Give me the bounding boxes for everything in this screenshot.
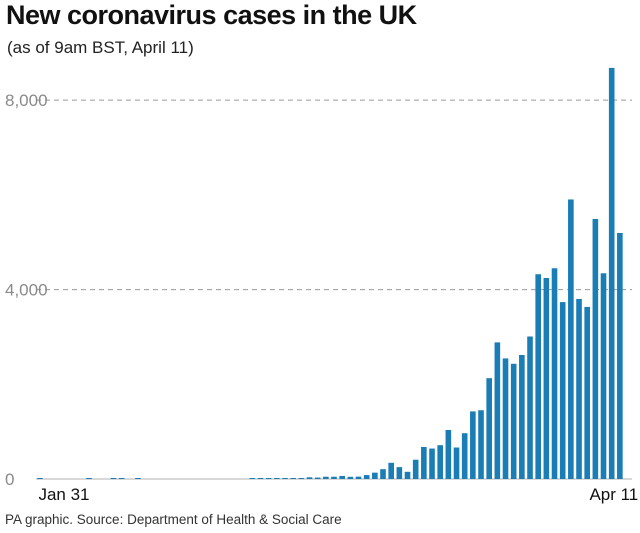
bar-chart: Jan 31Feb 1Feb 2Feb 3Feb 4Feb 5Feb 6Feb … <box>5 67 638 504</box>
bar: Apr 4 <box>559 302 566 479</box>
y-tick-label: 8,000 <box>5 91 48 110</box>
bar: Feb 26 <box>249 478 256 479</box>
bar: Apr 3 <box>551 268 558 479</box>
bar: Apr 7 <box>584 306 590 479</box>
bar: Feb 29 <box>274 478 280 479</box>
bar: Mar 26 <box>486 378 492 479</box>
bar: Mar 22 <box>453 447 460 479</box>
bar: Mar 18 <box>421 446 427 479</box>
bar: Mar 27 <box>494 342 501 479</box>
bar: Mar 9 <box>347 476 354 479</box>
bar: Apr 8 <box>592 218 599 479</box>
bar: Feb 28 <box>265 478 272 479</box>
bar: Feb 27 <box>257 478 264 479</box>
bar: Mar 2 <box>290 478 296 479</box>
bar: Mar 12 <box>372 472 378 479</box>
bar: Apr 5 <box>568 199 574 479</box>
bars: Jan 31Feb 1Feb 2Feb 3Feb 4Feb 5Feb 6Feb … <box>37 67 623 480</box>
y-tick-label: 0 <box>5 470 14 489</box>
bar: Mar 28 <box>502 358 509 479</box>
bar: Mar 25 <box>478 410 484 479</box>
bar: Mar 19 <box>429 448 435 479</box>
bar: Feb 10 <box>118 478 125 479</box>
bar: Mar 14 <box>388 462 394 479</box>
bar: Feb 12 <box>135 478 141 479</box>
bar: Mar 21 <box>445 429 452 479</box>
bar: Jan 31 <box>37 478 43 479</box>
bar: Mar 6 <box>323 476 329 479</box>
bar: Mar 10 <box>355 476 362 479</box>
y-tick-label: 4,000 <box>5 281 48 300</box>
gridlines <box>36 99 632 480</box>
bar: Apr 9 <box>600 273 607 479</box>
bar: Mar 15 <box>396 467 403 479</box>
bar: Mar 1 <box>282 478 288 479</box>
bar: Mar 4 <box>306 477 313 479</box>
bar: Mar 16 <box>404 471 411 479</box>
bar: Mar 29 <box>510 363 517 479</box>
bar: Mar 7 <box>331 476 337 479</box>
bar: Mar 20 <box>437 445 443 479</box>
bar: Feb 9 <box>110 478 117 479</box>
x-tick-label-start: Jan 31 <box>38 485 89 504</box>
bar: Apr 10 <box>608 67 615 480</box>
bar: Mar 24 <box>470 411 476 479</box>
bar: Mar 30 <box>519 354 525 479</box>
source-note: PA graphic. Source: Department of Health… <box>5 512 342 527</box>
bar: Mar 5 <box>314 477 321 479</box>
bar: Mar 13 <box>380 469 386 479</box>
bar: Apr 2 <box>543 278 550 479</box>
x-tick-label-end: Apr 11 <box>589 485 638 504</box>
bar: Mar 23 <box>461 433 468 479</box>
bar: Mar 3 <box>298 478 305 479</box>
bar: Mar 8 <box>339 475 345 479</box>
bar: Apr 1 <box>535 274 541 479</box>
bar: Apr 6 <box>576 298 582 479</box>
chart-title: New coronavirus cases in the UK <box>6 0 417 30</box>
bar: Mar 17 <box>412 459 419 479</box>
chart-subtitle: (as of 9am BST, April 11) <box>7 38 194 57</box>
bar: Apr 11 <box>617 232 623 479</box>
bar: Mar 11 <box>363 475 370 479</box>
bar: Feb 6 <box>86 478 92 479</box>
bar: Mar 31 <box>527 336 533 479</box>
axis-labels: 0 4,000 8,000 Jan 31 Apr 11 <box>5 91 638 504</box>
